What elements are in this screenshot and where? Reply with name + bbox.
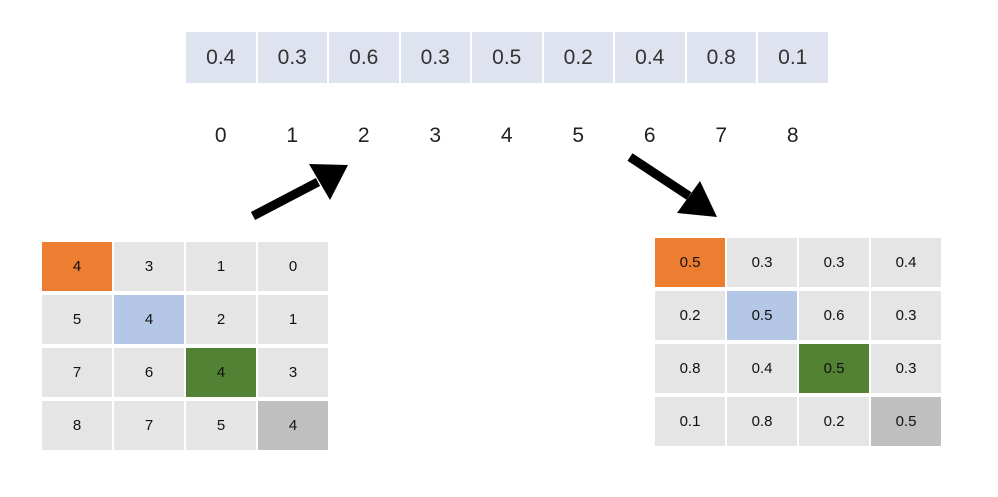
value-array: 0.4 0.3 0.6 0.3 0.5 0.2 0.4 0.8 0.1 — [186, 32, 828, 83]
value-grid-cell: 0.5 — [727, 291, 797, 340]
index-grid-cell: 5 — [42, 295, 112, 344]
array-cell-1: 0.3 — [257, 32, 327, 83]
index-grid-cell: 4 — [42, 242, 112, 291]
value-grid-cell: 0.4 — [727, 344, 797, 393]
arrow-up-right-icon — [250, 164, 348, 220]
array-cell-7: 0.8 — [686, 32, 756, 83]
array-cell-4: 0.5 — [472, 32, 542, 83]
value-grid-cell: 0.8 — [727, 397, 797, 446]
value-grid-cell: 0.2 — [799, 397, 869, 446]
index-grid-cell: 3 — [258, 348, 328, 397]
value-grid: 0.5 0.3 0.3 0.4 0.2 0.5 0.6 0.3 0.8 0.4 … — [655, 238, 941, 446]
value-grid-cell: 0.3 — [799, 238, 869, 287]
array-index-1: 1 — [286, 124, 299, 147]
index-grid-cell: 7 — [42, 348, 112, 397]
value-grid-cell: 0.5 — [655, 238, 725, 287]
value-grid-cell: 0.6 — [799, 291, 869, 340]
array-index-2: 2 — [357, 124, 370, 147]
array-index-6: 6 — [643, 124, 656, 147]
index-grid-cell: 3 — [114, 242, 184, 291]
array-cell-6: 0.4 — [615, 32, 685, 83]
index-grid-cell: 1 — [258, 295, 328, 344]
value-grid-cell: 0.3 — [871, 344, 941, 393]
index-grid-cell: 8 — [42, 401, 112, 450]
index-grid: 4 3 1 0 5 4 2 1 7 6 4 3 8 7 5 4 — [42, 242, 328, 450]
index-grid-cell: 4 — [258, 401, 328, 450]
index-grid-cell: 0 — [258, 242, 328, 291]
index-grid-cell: 1 — [186, 242, 256, 291]
index-grid-cell: 7 — [114, 401, 184, 450]
value-grid-cell: 0.8 — [655, 344, 725, 393]
array-index-5: 5 — [572, 124, 585, 147]
value-grid-cell: 0.3 — [727, 238, 797, 287]
index-grid-cell: 2 — [186, 295, 256, 344]
array-index-row: 0 1 2 3 4 5 6 7 8 — [186, 122, 828, 150]
array-cell-3: 0.3 — [400, 32, 470, 83]
array-cell-2: 0.6 — [329, 32, 399, 83]
array-cell-8: 0.1 — [758, 32, 828, 83]
index-grid-cell: 4 — [114, 295, 184, 344]
value-grid-cell: 0.3 — [871, 291, 941, 340]
value-grid-cell: 0.2 — [655, 291, 725, 340]
array-index-3: 3 — [429, 124, 442, 147]
value-grid-cell: 0.1 — [655, 397, 725, 446]
array-cell-0: 0.4 — [186, 32, 256, 83]
array-cell-5: 0.2 — [543, 32, 613, 83]
index-grid-cell: 6 — [114, 348, 184, 397]
array-index-8: 8 — [786, 124, 799, 147]
arrow-down-right-icon — [627, 153, 717, 217]
value-grid-cell: 0.5 — [799, 344, 869, 393]
index-grid-cell: 5 — [186, 401, 256, 450]
array-index-4: 4 — [500, 124, 513, 147]
array-index-7: 7 — [715, 124, 728, 147]
array-index-0: 0 — [214, 124, 227, 147]
value-grid-cell: 0.4 — [871, 238, 941, 287]
value-grid-cell: 0.5 — [871, 397, 941, 446]
index-grid-cell: 4 — [186, 348, 256, 397]
